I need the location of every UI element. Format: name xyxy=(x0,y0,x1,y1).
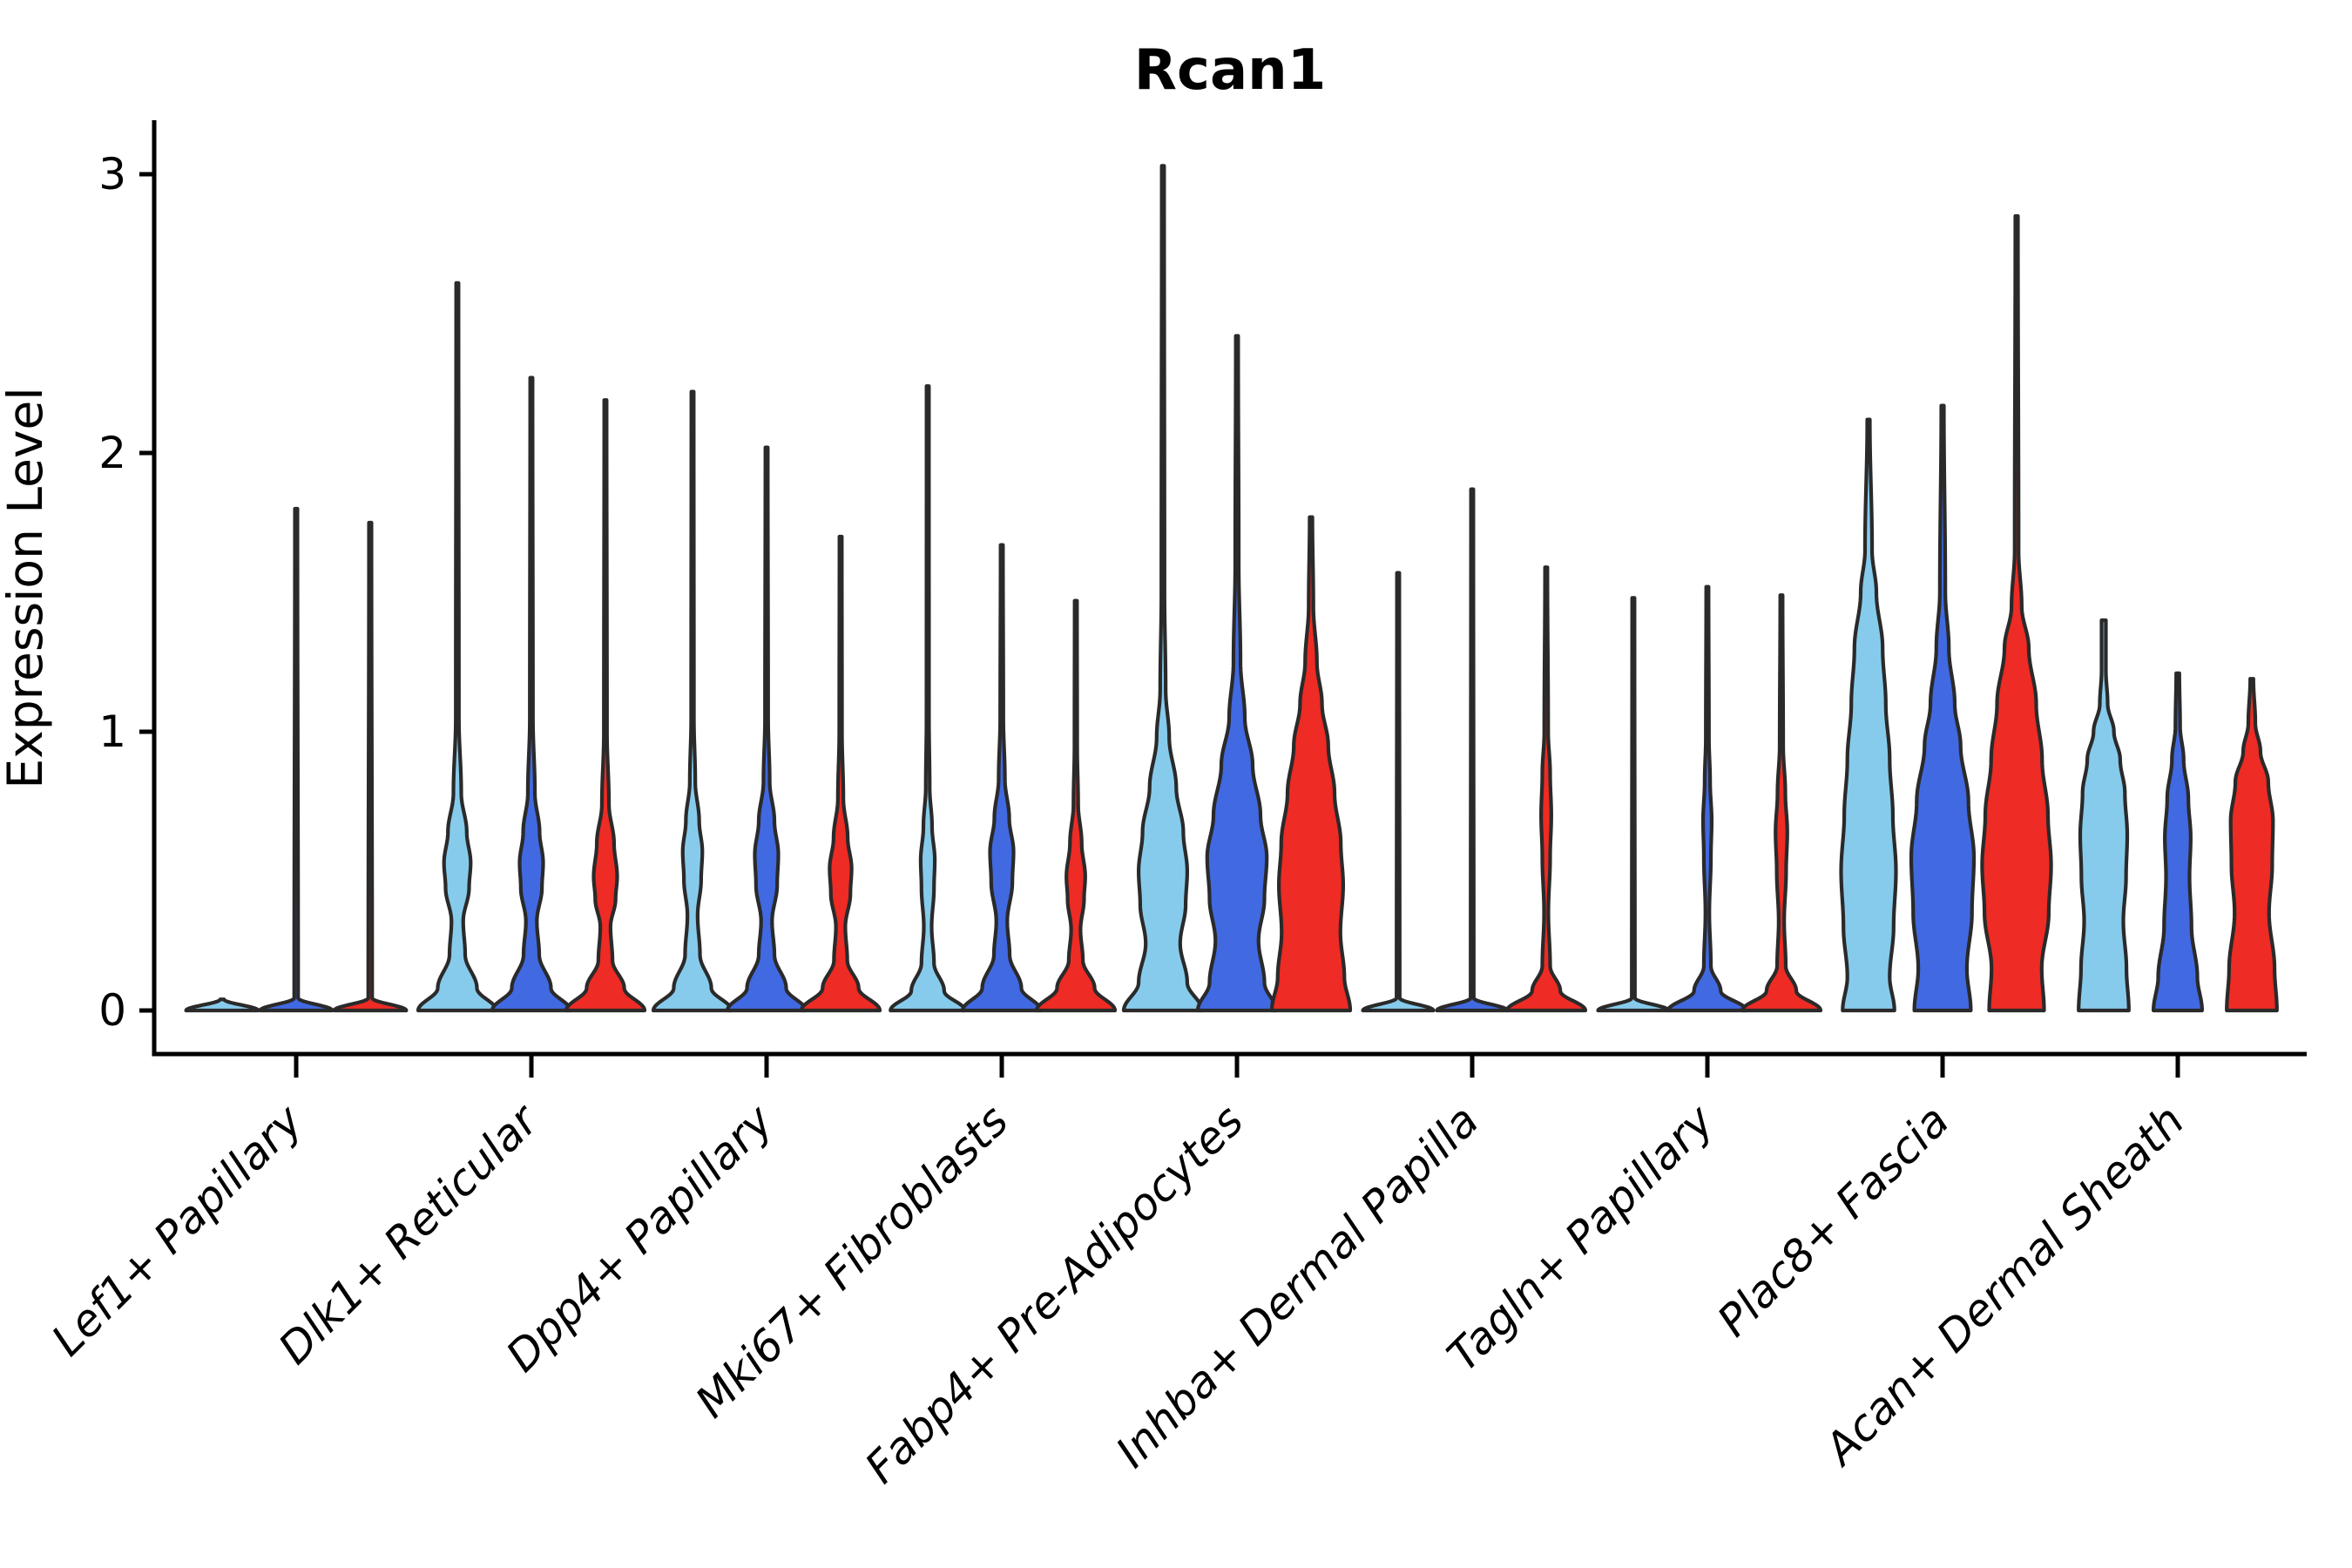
violin-lef1-papillary-sample-red xyxy=(332,520,409,1013)
violin-acan-dermal-sheath-sample-red xyxy=(2225,677,2279,1013)
y-tick-label: 2 xyxy=(98,428,126,478)
y-tick-label: 3 xyxy=(98,149,126,199)
chart-title: Rcan1 xyxy=(1134,38,1327,103)
violin-mki67-fibroblasts-sample-light-blue xyxy=(889,384,967,1013)
violin-fabp4-pre-adipocytes-sample-red xyxy=(1269,515,1353,1013)
violin-acan-dermal-sheath-sample-light-blue xyxy=(2077,618,2131,1013)
violin-lef1-papillary-sample-royal-blue xyxy=(258,506,335,1013)
violin-tagln-papillary-sample-light-blue xyxy=(1596,596,1671,1013)
violin-inhba-dermal-papilla-sample-royal-blue xyxy=(1435,487,1510,1013)
violin-plac8-fascia-sample-red xyxy=(1980,213,2053,1013)
violin-tagln-papillary-sample-red xyxy=(1740,593,1823,1013)
violins-layer xyxy=(184,164,2279,1013)
violin-dpp4-papillary-sample-red xyxy=(799,534,882,1013)
violin-dpp4-papillary-sample-royal-blue xyxy=(725,445,808,1013)
violin-plac8-fascia-sample-light-blue xyxy=(1839,417,1898,1013)
x-tick-label-lef1-papillary: Lef1+ Papillary xyxy=(42,1094,313,1365)
violin-acan-dermal-sheath-sample-royal-blue xyxy=(2152,671,2204,1013)
violin-dlk1-reticular-sample-red xyxy=(564,398,647,1013)
violin-lef1-papillary-sample-light-blue xyxy=(184,997,260,1013)
x-tick-label-dlk1-reticular: Dlk1+ Reticular xyxy=(269,1093,550,1374)
violin-inhba-dermal-papilla-sample-light-blue xyxy=(1361,571,1436,1013)
violin-dlk1-reticular-sample-light-blue xyxy=(416,280,499,1013)
violin-dpp4-papillary-sample-light-blue xyxy=(651,389,734,1013)
violin-fabp4-pre-adipocytes-sample-light-blue xyxy=(1121,164,1205,1013)
violin-inhba-dermal-papilla-sample-red xyxy=(1504,565,1588,1013)
x-tick-label-plac8-fascia: Plac8+ Fascia xyxy=(1708,1095,1959,1346)
violin-tagln-papillary-sample-royal-blue xyxy=(1666,585,1749,1013)
violin-fabp4-pre-adipocytes-sample-royal-blue xyxy=(1195,334,1279,1013)
y-tick-label: 0 xyxy=(98,985,126,1036)
violin-plac8-fascia-sample-royal-blue xyxy=(1909,403,1977,1013)
violin-mki67-fibroblasts-sample-red xyxy=(1034,598,1118,1013)
violin-mki67-fibroblasts-sample-royal-blue xyxy=(960,543,1044,1013)
x-tick-label-fabp4-pre-adipocytes: Fabp4+ Pre-Adipocytes xyxy=(855,1095,1254,1493)
y-axis-label: Expression Level xyxy=(0,387,53,788)
y-tick-label: 1 xyxy=(98,706,126,757)
violin-dlk1-reticular-sample-royal-blue xyxy=(490,375,573,1013)
y-axis-ticks: 0 1 2 3 xyxy=(98,149,154,1036)
